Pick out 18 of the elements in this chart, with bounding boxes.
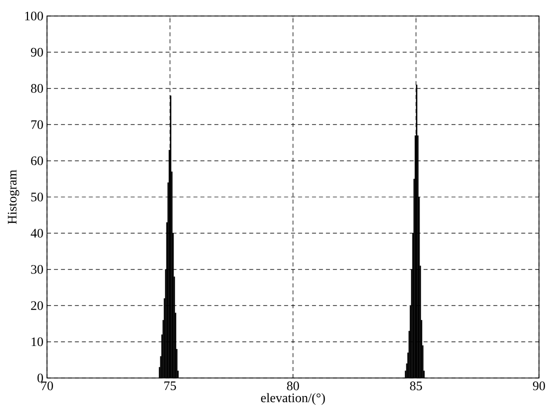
x-tick-label: 75 — [164, 382, 176, 390]
y-tick-label: 30 — [31, 265, 43, 274]
y-tick-label: 40 — [30, 228, 43, 238]
x-tick-label: 90 — [532, 382, 545, 390]
x-tick-label: 85 — [410, 382, 422, 390]
y-tick-label: 100 — [25, 12, 43, 20]
y-axis-title: Histogram — [8, 170, 20, 224]
y-tick-label: 10 — [32, 337, 43, 346]
y-tick-label: 70 — [31, 120, 43, 129]
y-tick-label: 50 — [31, 192, 43, 202]
y-tick-label: 20 — [31, 301, 43, 310]
y-tick-label: 0 — [38, 374, 43, 382]
x-tick-label: 80 — [287, 382, 299, 390]
y-tick-label: 80 — [31, 84, 43, 93]
x-axis-title: elevation/(°) — [261, 393, 325, 405]
x-tick-label: 70 — [41, 382, 53, 390]
y-tick-label: 60 — [31, 156, 43, 166]
y-tick-label: 90 — [30, 48, 43, 57]
